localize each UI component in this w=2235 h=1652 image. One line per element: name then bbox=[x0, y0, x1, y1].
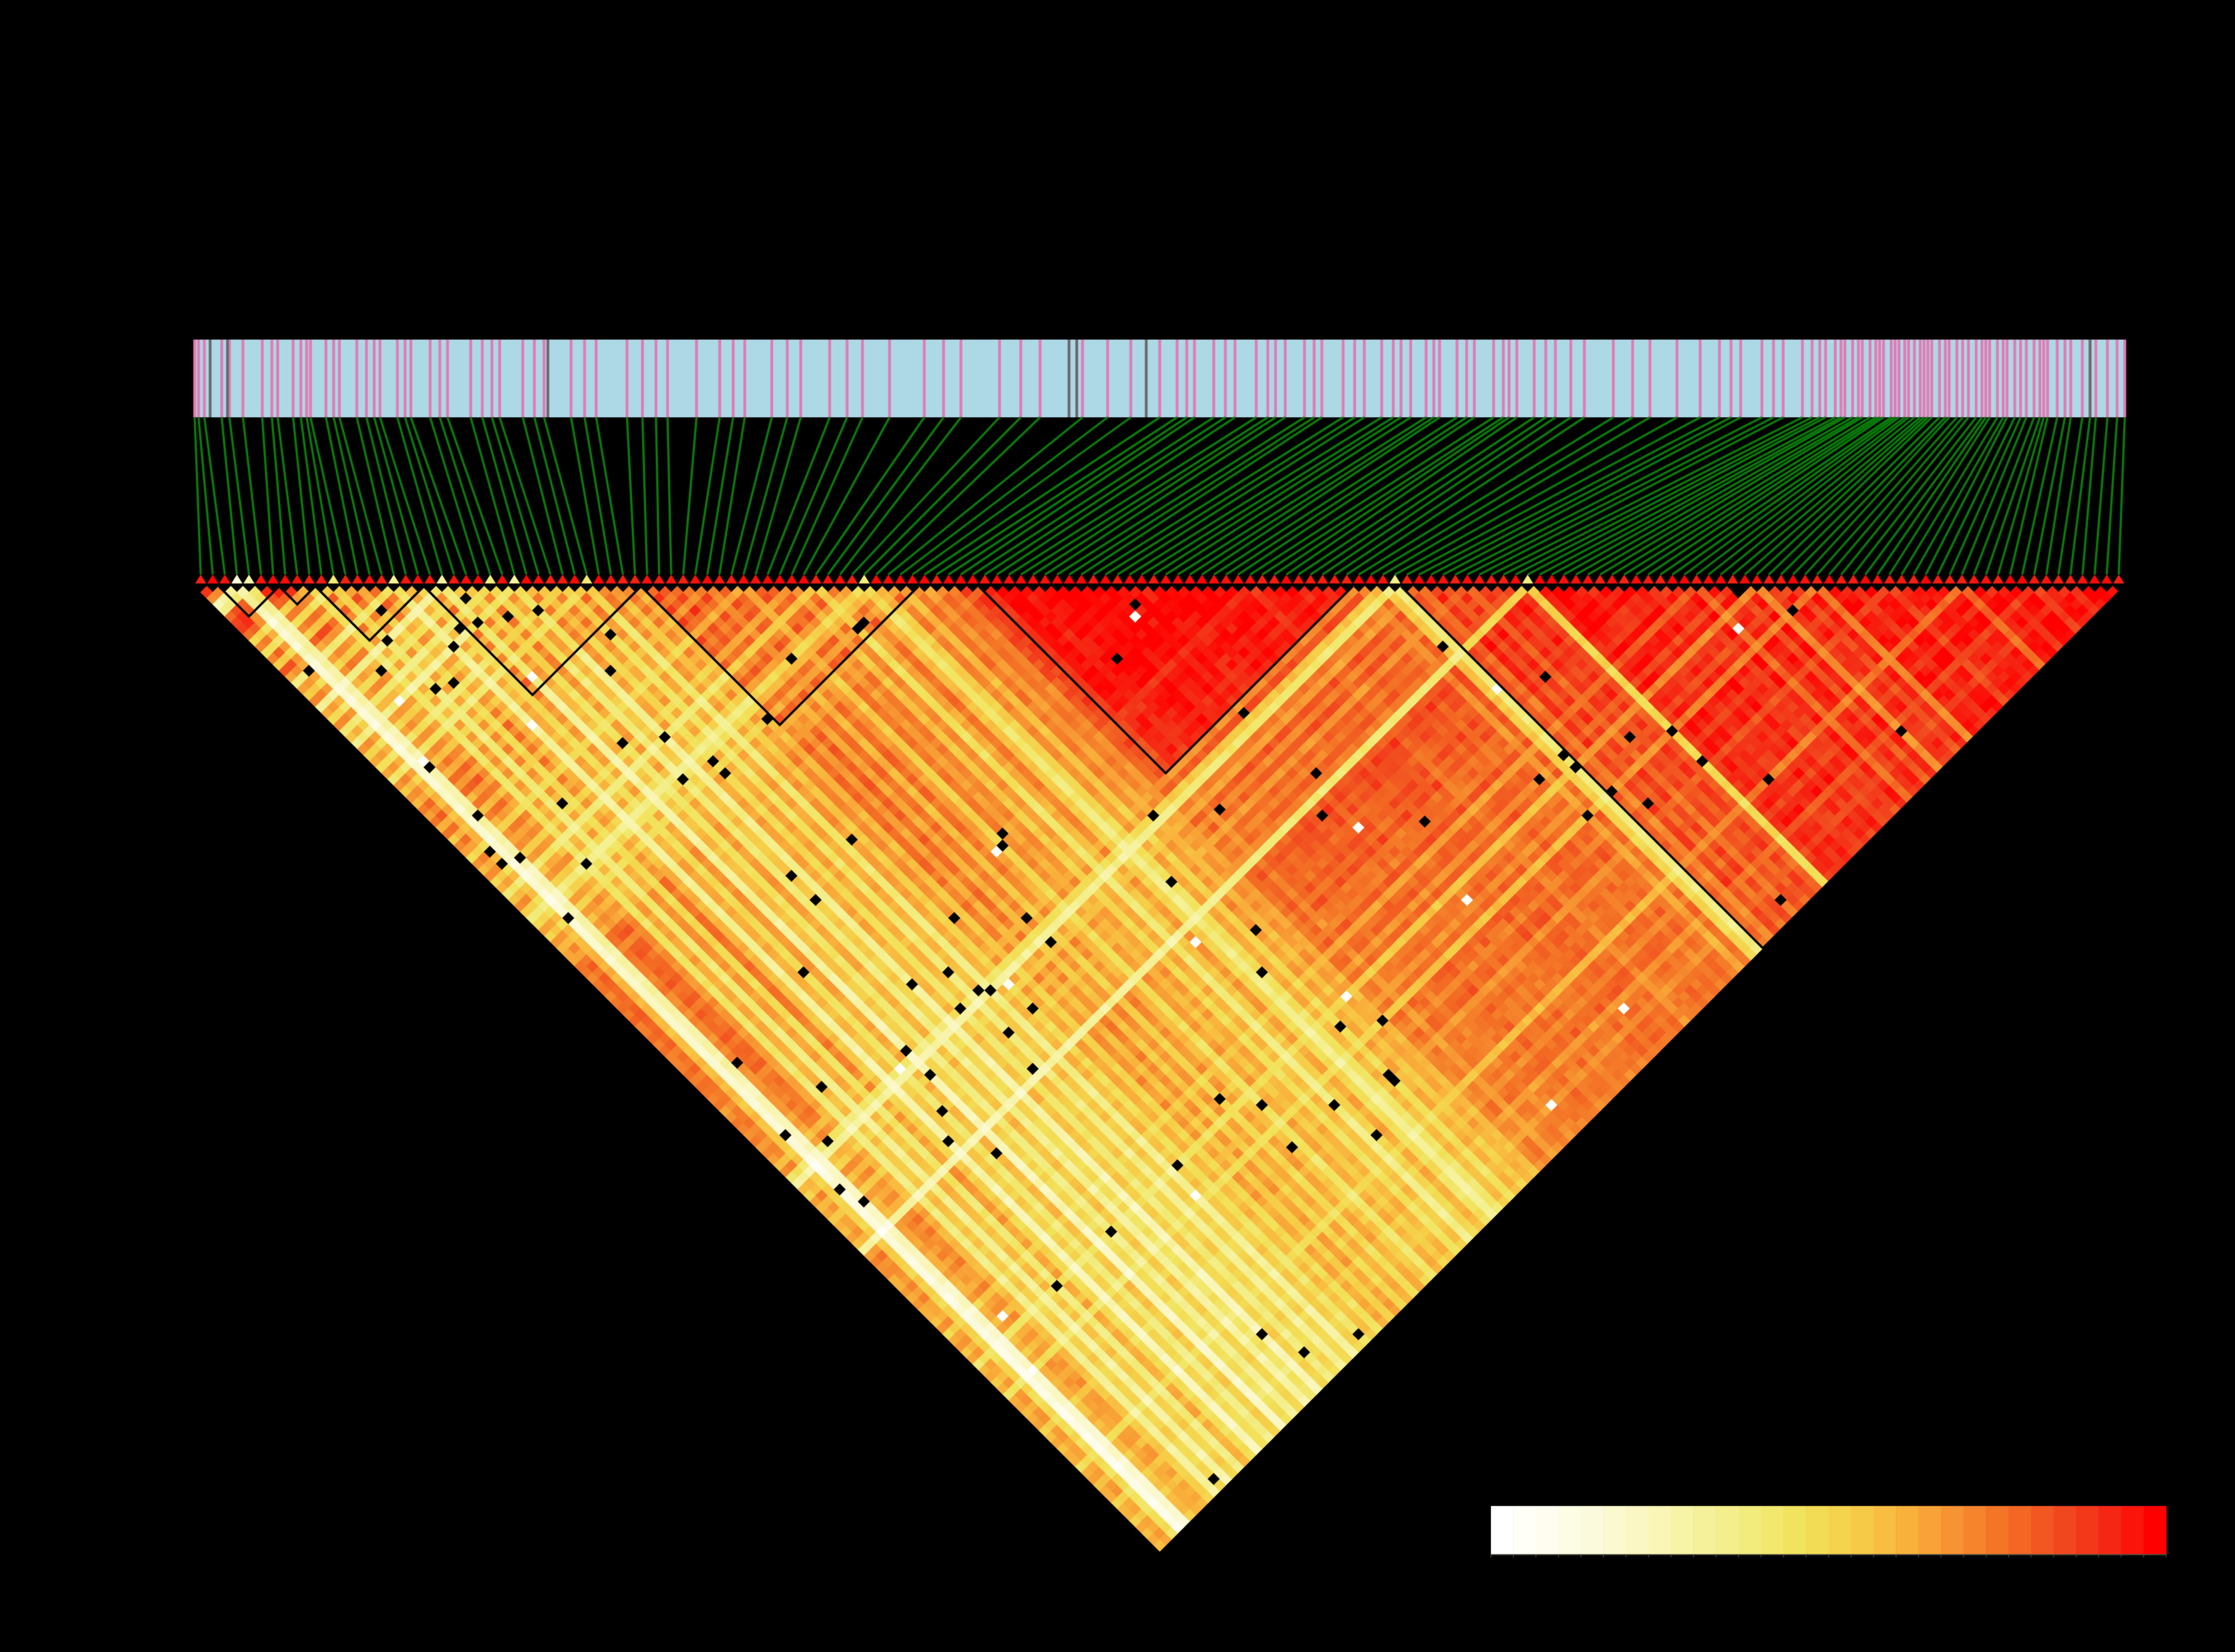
ld-plot-figure bbox=[0, 0, 2235, 1652]
color-key-gradient-bar bbox=[0, 0, 2235, 1652]
